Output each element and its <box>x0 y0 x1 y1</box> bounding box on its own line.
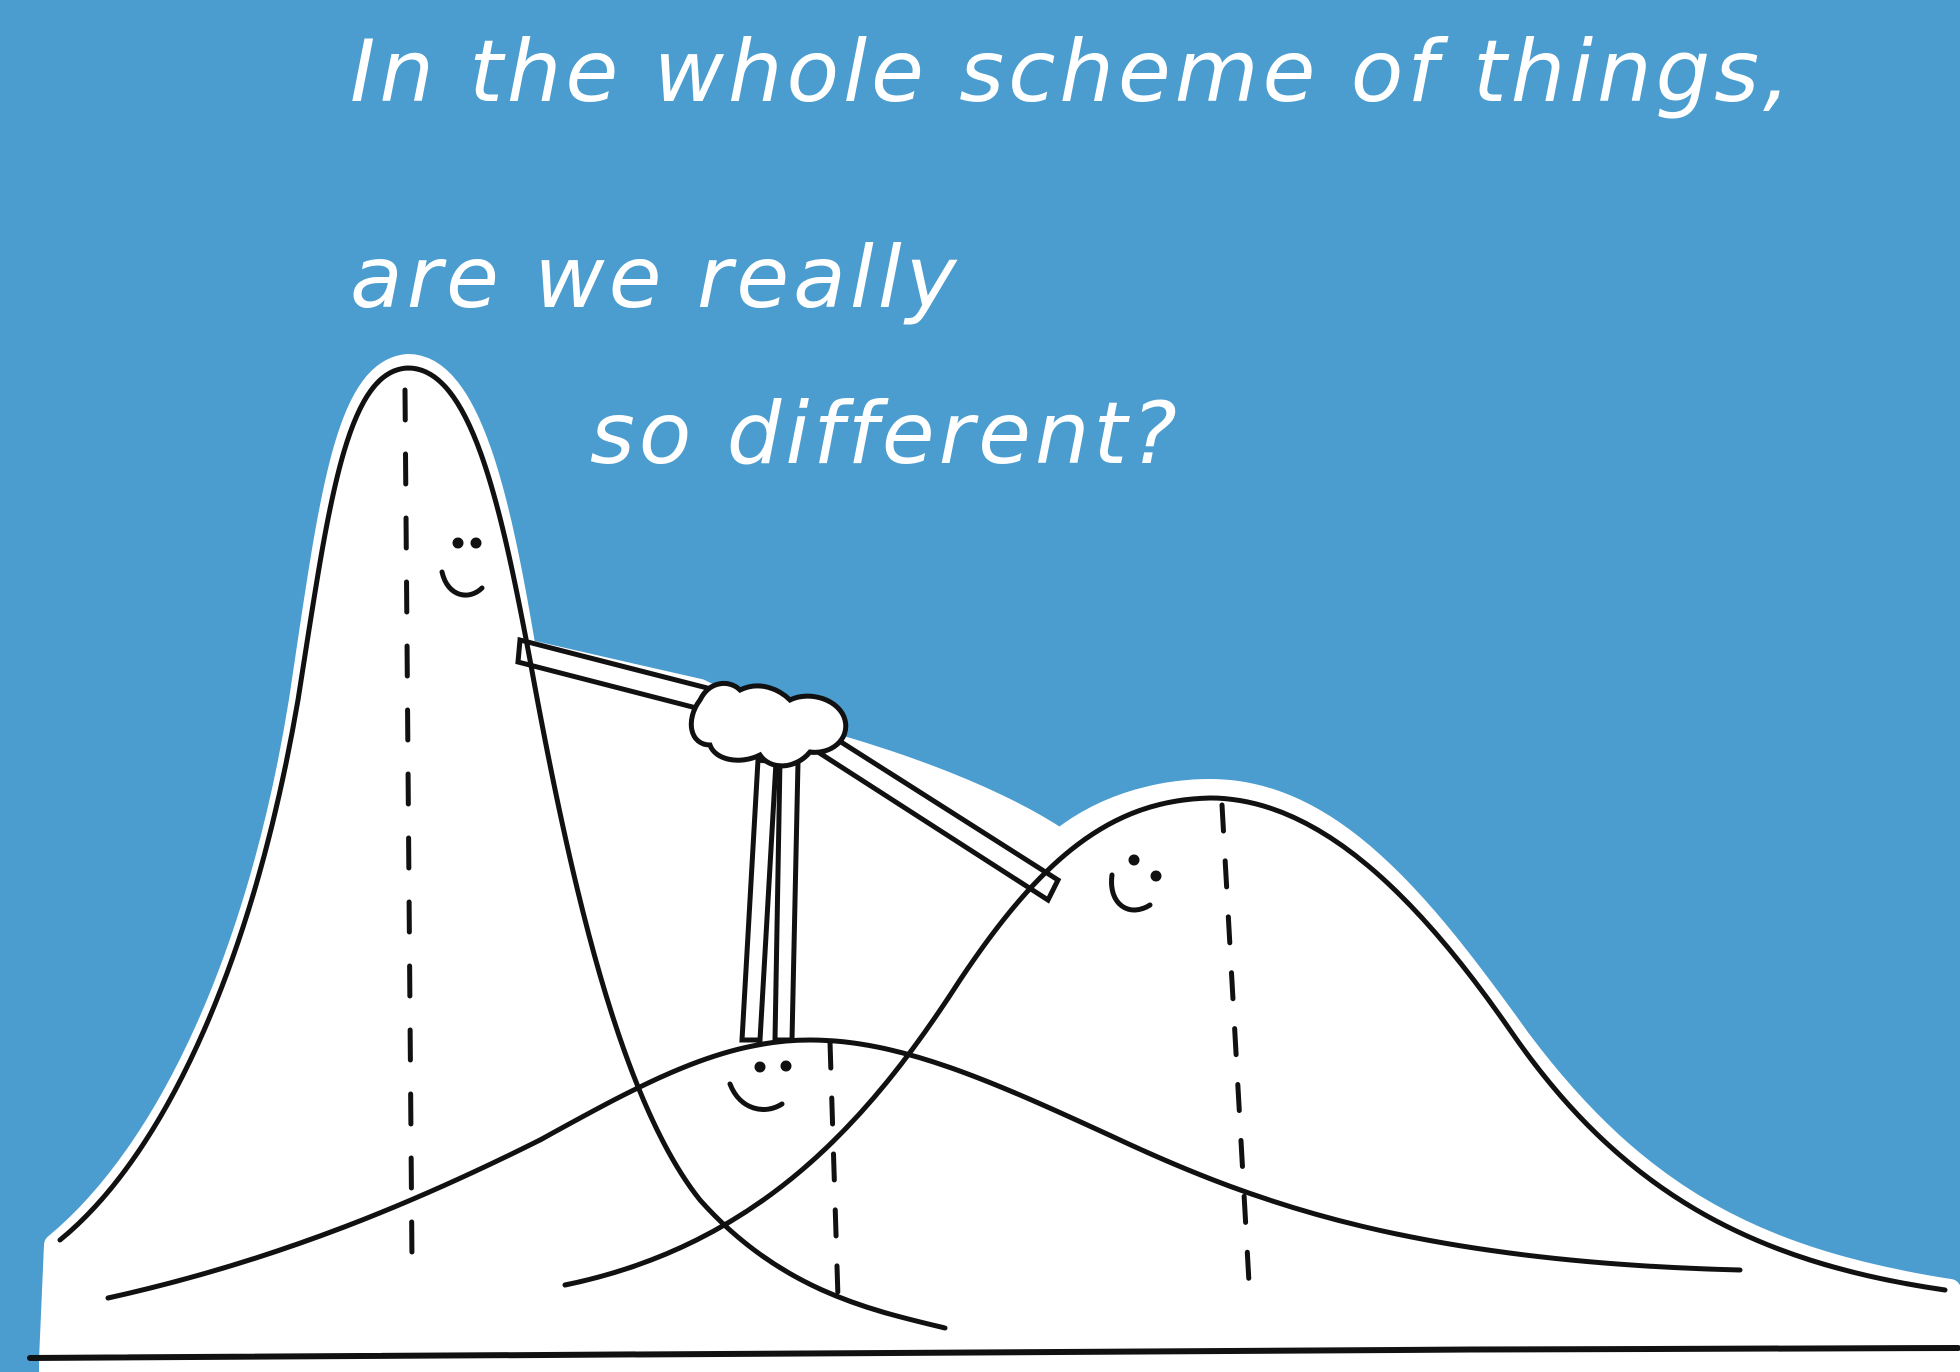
medium-curve-mean-line <box>1219 802 1253 1303</box>
low-curve-face <box>727 1060 792 1112</box>
caption-line-1: In the whole scheme of things, <box>350 22 1795 122</box>
caption-line-3: so different? <box>590 384 1181 484</box>
medium-curve <box>562 795 1948 1303</box>
medium-curve-face <box>1109 854 1162 913</box>
tall-narrow-curve <box>57 365 948 1331</box>
baseline-axis <box>27 1345 1960 1361</box>
low-wide-curve-mean-line <box>827 1039 841 1301</box>
tall-narrow-curve-mean-line <box>402 387 415 1265</box>
caption-line-2: are we really <box>350 228 961 328</box>
low-wide-curve <box>105 1037 1743 1301</box>
tall-curve-face <box>439 537 485 598</box>
